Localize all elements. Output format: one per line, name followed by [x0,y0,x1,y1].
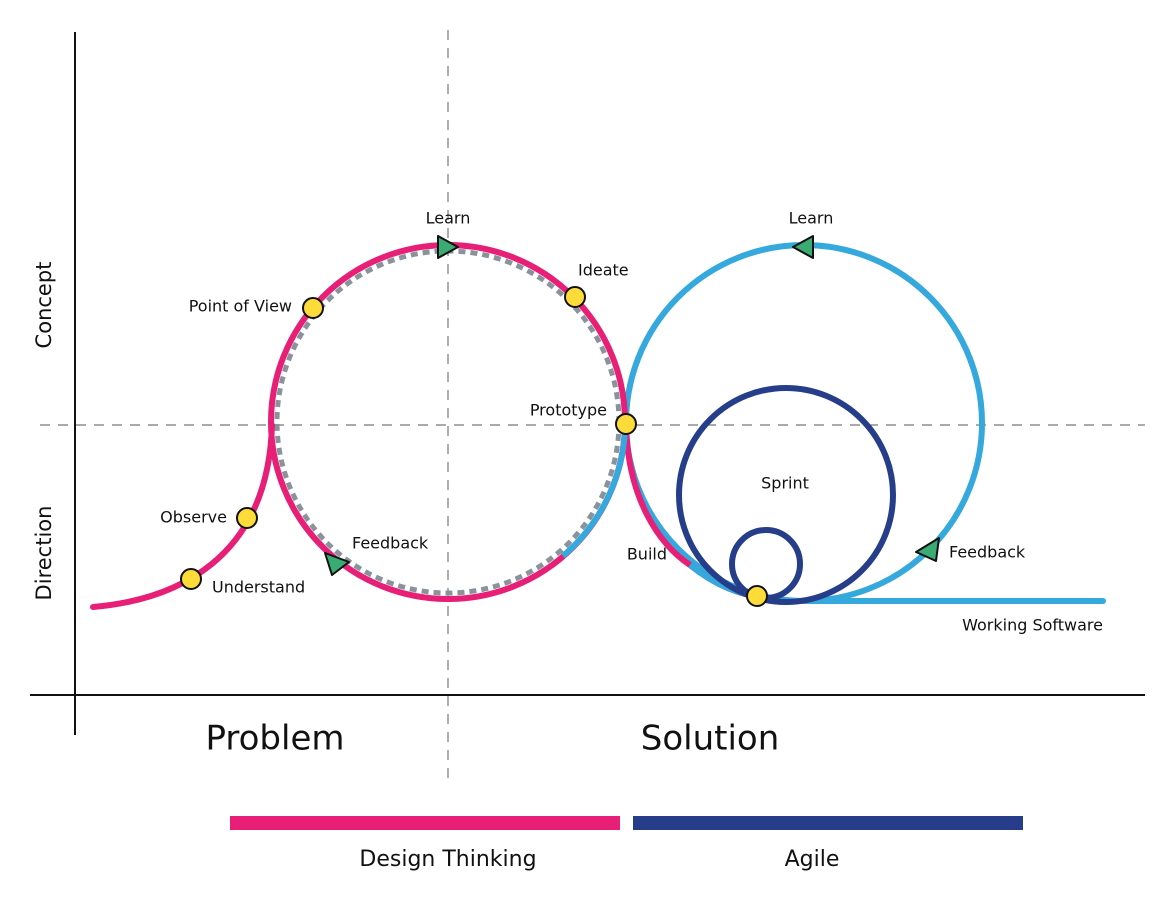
milestone-dot [746,585,768,607]
milestone-dot [615,413,637,435]
step-label: Learn [426,209,471,228]
step-label: Observe [160,508,227,527]
step-label: Learn [789,209,834,228]
entry-path [90,422,275,610]
step-label: Sprint [761,474,809,493]
milestone-dot [180,568,202,590]
milestone-dot [564,286,586,308]
legend-bar [633,816,1023,830]
axis-label: Problem [205,719,344,759]
direction-arrow [437,235,459,259]
step-label: Understand [212,578,305,597]
daily-loop [729,527,803,601]
axis-label: Solution [641,719,780,759]
direction-arrow [324,552,350,576]
step-label: Prototype [530,401,607,420]
milestone-dot [236,507,258,529]
legend-label: Agile [785,847,840,872]
step-label: Ideate [578,261,629,280]
design-loop-overlap [561,429,628,559]
step-label: Point of View [189,297,292,316]
step-label: Feedback [949,543,1026,562]
axis-label: Direction [32,506,56,601]
direction-arrow [915,537,940,562]
sprint-loop [676,385,896,605]
direction-arrow [792,235,814,259]
milestone-dot [302,297,324,319]
legend-bar [230,816,620,830]
step-label: Working Software [962,616,1103,635]
step-label: Feedback [352,534,429,553]
axis-label: Concept [32,262,56,349]
step-label: Build [627,545,667,564]
legend-label: Design Thinking [359,847,536,872]
